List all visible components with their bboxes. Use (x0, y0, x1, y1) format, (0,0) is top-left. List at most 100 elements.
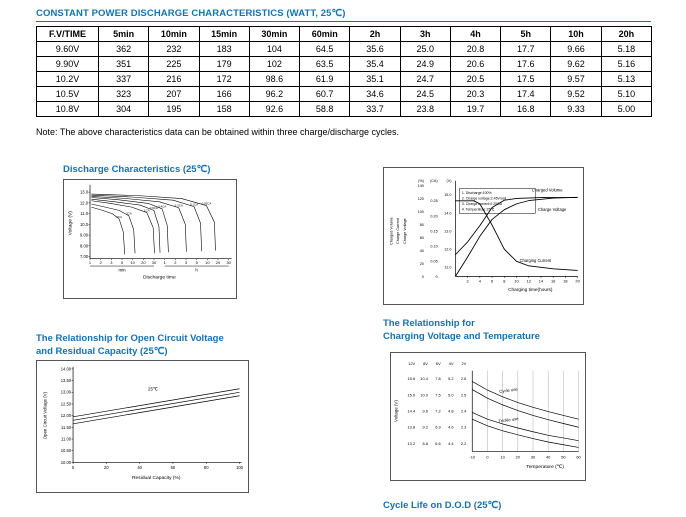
svg-text:9.6: 9.6 (422, 408, 428, 413)
svg-text:Charged Volume: Charged Volume (389, 217, 393, 245)
svg-text:80: 80 (204, 465, 209, 470)
svg-text:7.00: 7.00 (80, 254, 89, 259)
row-header-cell: 9.90V (36, 56, 99, 72)
table-cell: 9.33 (550, 101, 602, 117)
table-cell: 34.6 (349, 86, 401, 102)
svg-text:3. Charge current:0.25CA: 3. Charge current:0.25CA (462, 202, 503, 206)
svg-text:Temperature (℃): Temperature (℃) (526, 464, 564, 470)
svg-text:20: 20 (420, 262, 424, 266)
table-cell: 225 (148, 56, 200, 72)
svg-text:4. Temperature:25℃: 4. Temperature:25℃ (462, 208, 496, 212)
table-header-row: F.V/TIME 5min 10min 15min 30min 60min 2h 3h 4h 5h… (36, 26, 653, 42)
svg-text:140: 140 (418, 184, 424, 188)
svg-text:60: 60 (171, 465, 176, 470)
table-header-cell: 15min (198, 26, 250, 42)
svg-text:1CA: 1CA (144, 208, 150, 212)
table-cell: 9.62 (550, 56, 602, 72)
table-cell: 16.8 (500, 101, 552, 117)
svg-text:2.4: 2.4 (461, 408, 467, 413)
table-cell: 96.2 (248, 86, 301, 102)
table-cell: 20.8 (449, 41, 502, 57)
svg-text:Charge Current: Charge Current (396, 217, 400, 244)
svg-text:20: 20 (104, 465, 109, 470)
table-row: 9.90V 351 225 179 102 63.5 35.4 24.9 20.6 17.6 9.6… (36, 56, 653, 72)
svg-text:0.4CA: 0.4CA (158, 205, 166, 209)
svg-text:16: 16 (551, 278, 556, 283)
svg-text:2V: 2V (462, 361, 467, 366)
table-cell: 9.66 (550, 41, 602, 57)
svg-text:7.8: 7.8 (435, 376, 441, 381)
svg-text:0.20: 0.20 (430, 214, 437, 218)
table-cell: 17.4 (500, 86, 552, 102)
svg-text:50: 50 (561, 454, 566, 459)
svg-text:8: 8 (503, 278, 506, 283)
svg-text:(CA): (CA) (430, 179, 438, 183)
table-cell: 216 (148, 71, 200, 87)
table-cell: 24.5 (399, 86, 451, 102)
svg-text:(%): (%) (418, 179, 425, 183)
svg-text:Trickle use: Trickle use (498, 416, 519, 424)
table-header-cell: 20h (600, 26, 653, 42)
svg-text:2CA: 2CA (126, 212, 132, 216)
svg-text:8.8: 8.8 (422, 441, 428, 446)
table-cell: 5.18 (600, 41, 653, 57)
ocv-title-line1: The Relationship for Open Circuit Voltag… (36, 333, 224, 344)
svg-text:Voltage (V): Voltage (V) (67, 211, 73, 236)
table-cell: 17.6 (500, 56, 552, 72)
svg-text:12.0: 12.0 (80, 200, 89, 205)
svg-text:13.50: 13.50 (61, 378, 72, 383)
svg-text:11.0: 11.0 (80, 211, 88, 216)
svg-text:12.00: 12.00 (61, 413, 72, 418)
table-cell: 63.5 (299, 56, 351, 72)
svg-text:2.2: 2.2 (461, 441, 466, 446)
table-cell: 58.8 (299, 101, 351, 117)
svg-text:9.00: 9.00 (80, 233, 89, 238)
table-cell: 35.1 (349, 71, 401, 87)
svg-text:0.05CA: 0.05CA (202, 201, 212, 205)
svg-text:12: 12 (527, 278, 531, 283)
svg-text:5.2: 5.2 (448, 376, 453, 381)
table-cell: 351 (97, 56, 150, 72)
svg-text:0.10: 0.10 (430, 245, 437, 249)
svg-text:5.0: 5.0 (448, 392, 454, 397)
svg-text:10.0: 10.0 (80, 222, 89, 227)
svg-text:1. Discharge:100%: 1. Discharge:100% (462, 191, 493, 195)
svg-text:4V: 4V (449, 361, 454, 366)
discharge-chart-svg: 13.012.011.010.09.008.007.001 2 3 5 10 20 30mi… (67, 184, 232, 280)
svg-text:14.0: 14.0 (444, 211, 451, 215)
table-cell: 102 (248, 56, 301, 72)
svg-text:10.0: 10.0 (420, 392, 428, 397)
svg-text:10: 10 (130, 260, 135, 265)
table-header-cell: 3h (399, 26, 451, 42)
svg-text:13.2: 13.2 (408, 441, 416, 446)
table-header-cell: F.V/TIME (36, 26, 99, 42)
table-cell: 64.5 (299, 41, 351, 57)
table-cell: 60.7 (299, 86, 351, 102)
svg-text:min: min (118, 267, 126, 272)
svg-text:h: h (195, 267, 198, 272)
svg-text:4: 4 (479, 278, 482, 283)
svg-text:14: 14 (539, 278, 544, 283)
svg-text:20: 20 (516, 454, 521, 459)
svg-text:9.2: 9.2 (422, 425, 427, 430)
svg-text:40: 40 (137, 465, 142, 470)
table-cell: 9.57 (550, 71, 602, 87)
table-cell: 33.7 (349, 101, 401, 117)
ocv-title-line2: and Residual Capacity (25℃) (36, 346, 168, 357)
svg-text:15.0: 15.0 (444, 193, 451, 197)
svg-text:100: 100 (236, 465, 244, 470)
svg-text:60: 60 (576, 454, 581, 459)
svg-text:10.00: 10.00 (61, 460, 72, 465)
svg-text:11.0: 11.0 (444, 266, 451, 270)
svg-text:14.4: 14.4 (408, 408, 416, 413)
table-cell: 20.5 (449, 71, 502, 87)
table-header-cell: 10h (550, 26, 602, 42)
svg-text:11.50: 11.50 (61, 425, 72, 430)
table-cell: 5.10 (600, 86, 653, 102)
row-header-cell: 10.8V (36, 101, 99, 117)
svg-text:-10: -10 (469, 454, 475, 459)
svg-text:80: 80 (420, 223, 424, 227)
table-cell: 25.0 (399, 41, 451, 57)
svg-text:0.2CA: 0.2CA (175, 204, 183, 208)
table-note: Note: The above characteristics data can… (36, 127, 400, 137)
